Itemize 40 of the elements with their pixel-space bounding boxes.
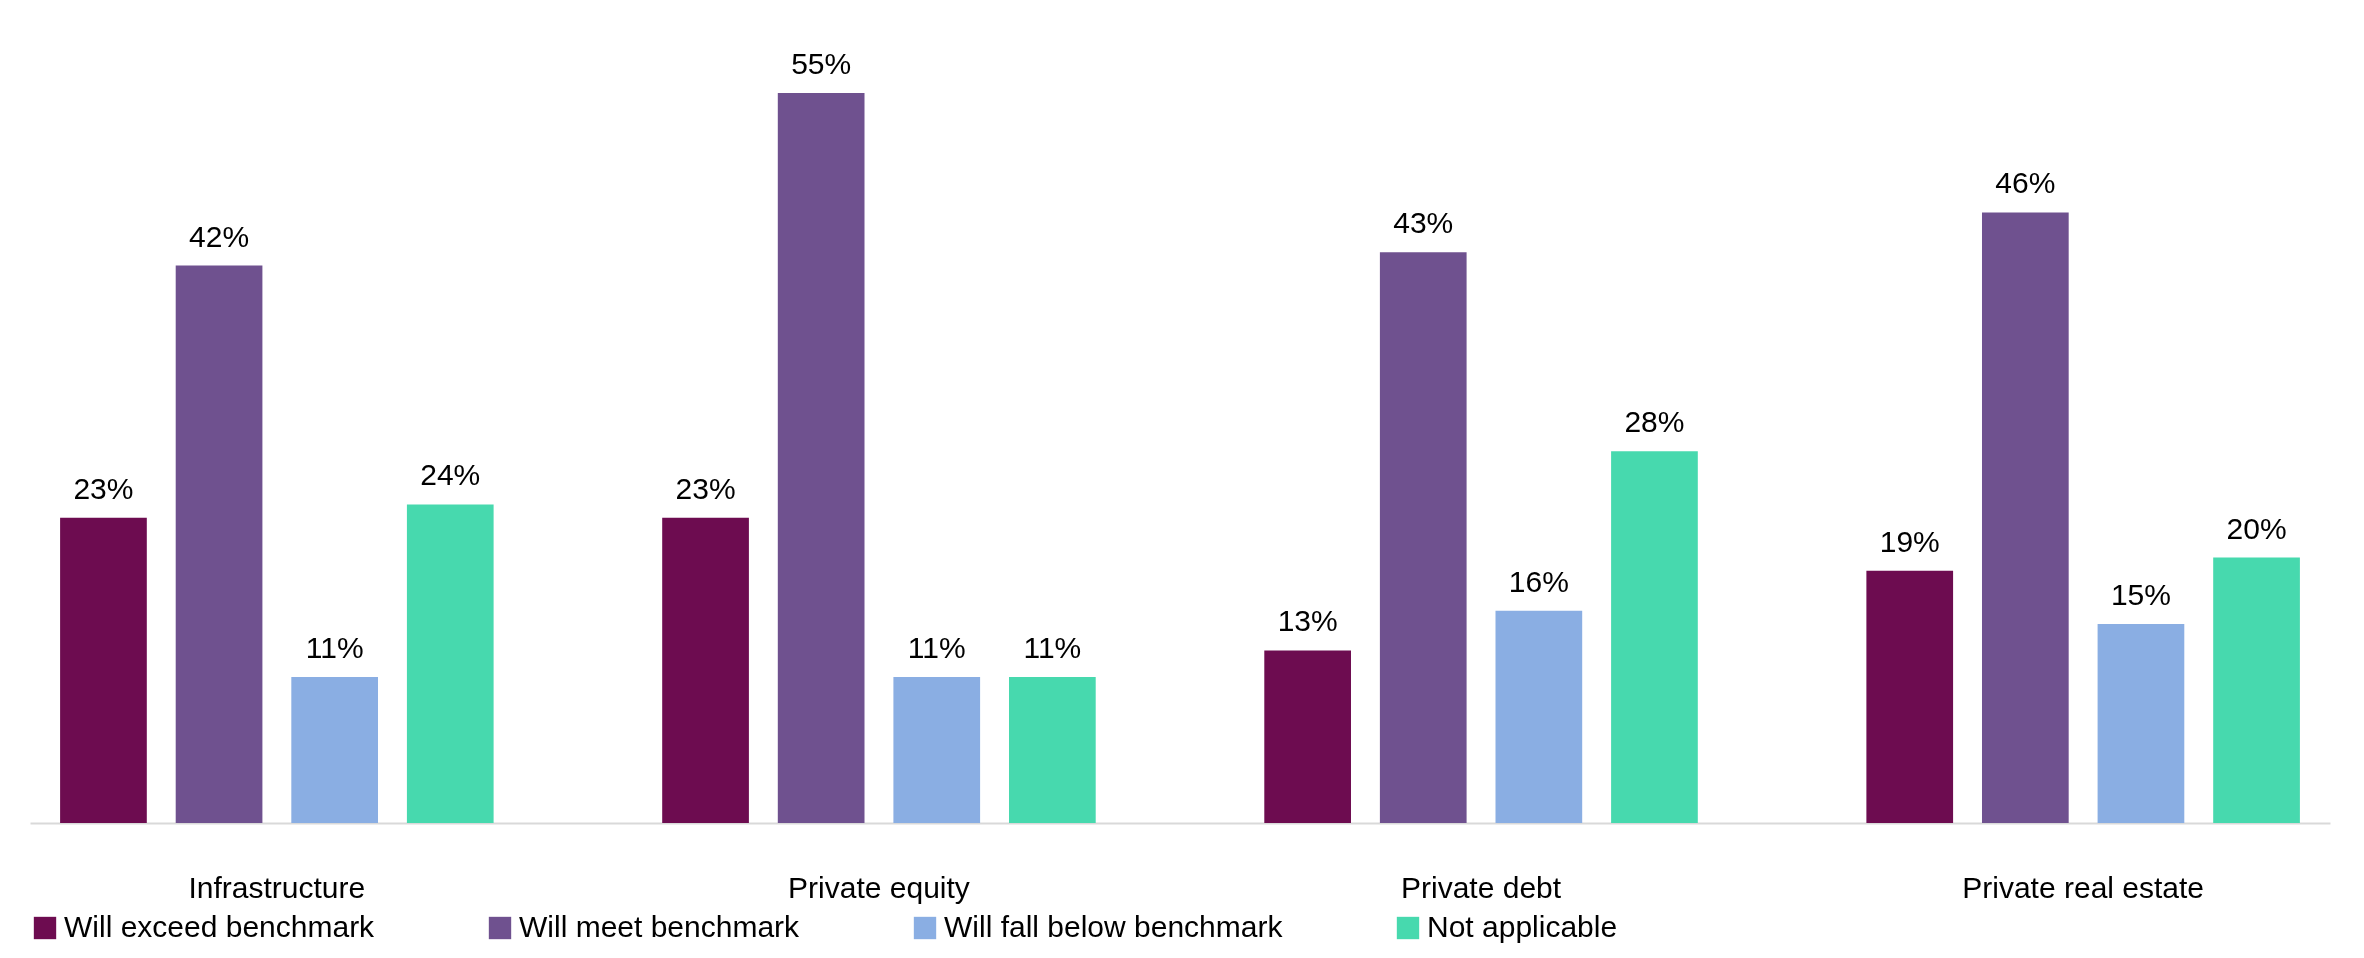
x-tick-label: Private debt [1401,870,1562,904]
bar [2097,623,2185,823]
data-label: 23% [675,471,736,505]
data-label: 13% [1277,604,1338,638]
data-label: 43% [1393,206,1454,240]
bar [291,677,379,823]
bar [2213,557,2300,823]
bar [1981,212,2069,823]
bar [893,677,981,823]
bar [175,265,263,823]
data-label: 46% [1995,166,2056,200]
legend-label: Will exceed benchmark [64,910,376,943]
bar [1866,570,1954,823]
bar [1379,252,1467,823]
data-label: 11% [907,631,966,664]
bar [1495,610,1583,823]
bar [60,517,147,823]
data-label: 24% [420,458,481,492]
legend-label: Not applicable [1427,910,1618,943]
data-label: 19% [1879,524,1940,558]
data-label: 55% [791,47,852,80]
bar [1611,451,1698,823]
data-label: 11% [305,631,364,664]
x-tick-label: Private equity [788,870,970,904]
bar [777,93,865,823]
data-label: 42% [189,219,250,253]
data-label: 23% [73,471,134,505]
data-label: 11% [1023,631,1082,664]
bar [406,504,494,823]
bar [662,517,749,823]
legend-label: Will fall below benchmark [944,910,1284,943]
x-tick-label: Infrastructure [188,870,366,904]
data-label: 16% [1508,564,1569,598]
data-label: 20% [2226,511,2287,545]
legend-label: Will meet benchmark [519,910,801,943]
bar [1009,677,1096,823]
bar [1264,650,1351,823]
data-label: 15% [2110,577,2171,611]
data-label: 28% [1624,405,1685,439]
x-tick-label: Private real estate [1962,870,2205,904]
